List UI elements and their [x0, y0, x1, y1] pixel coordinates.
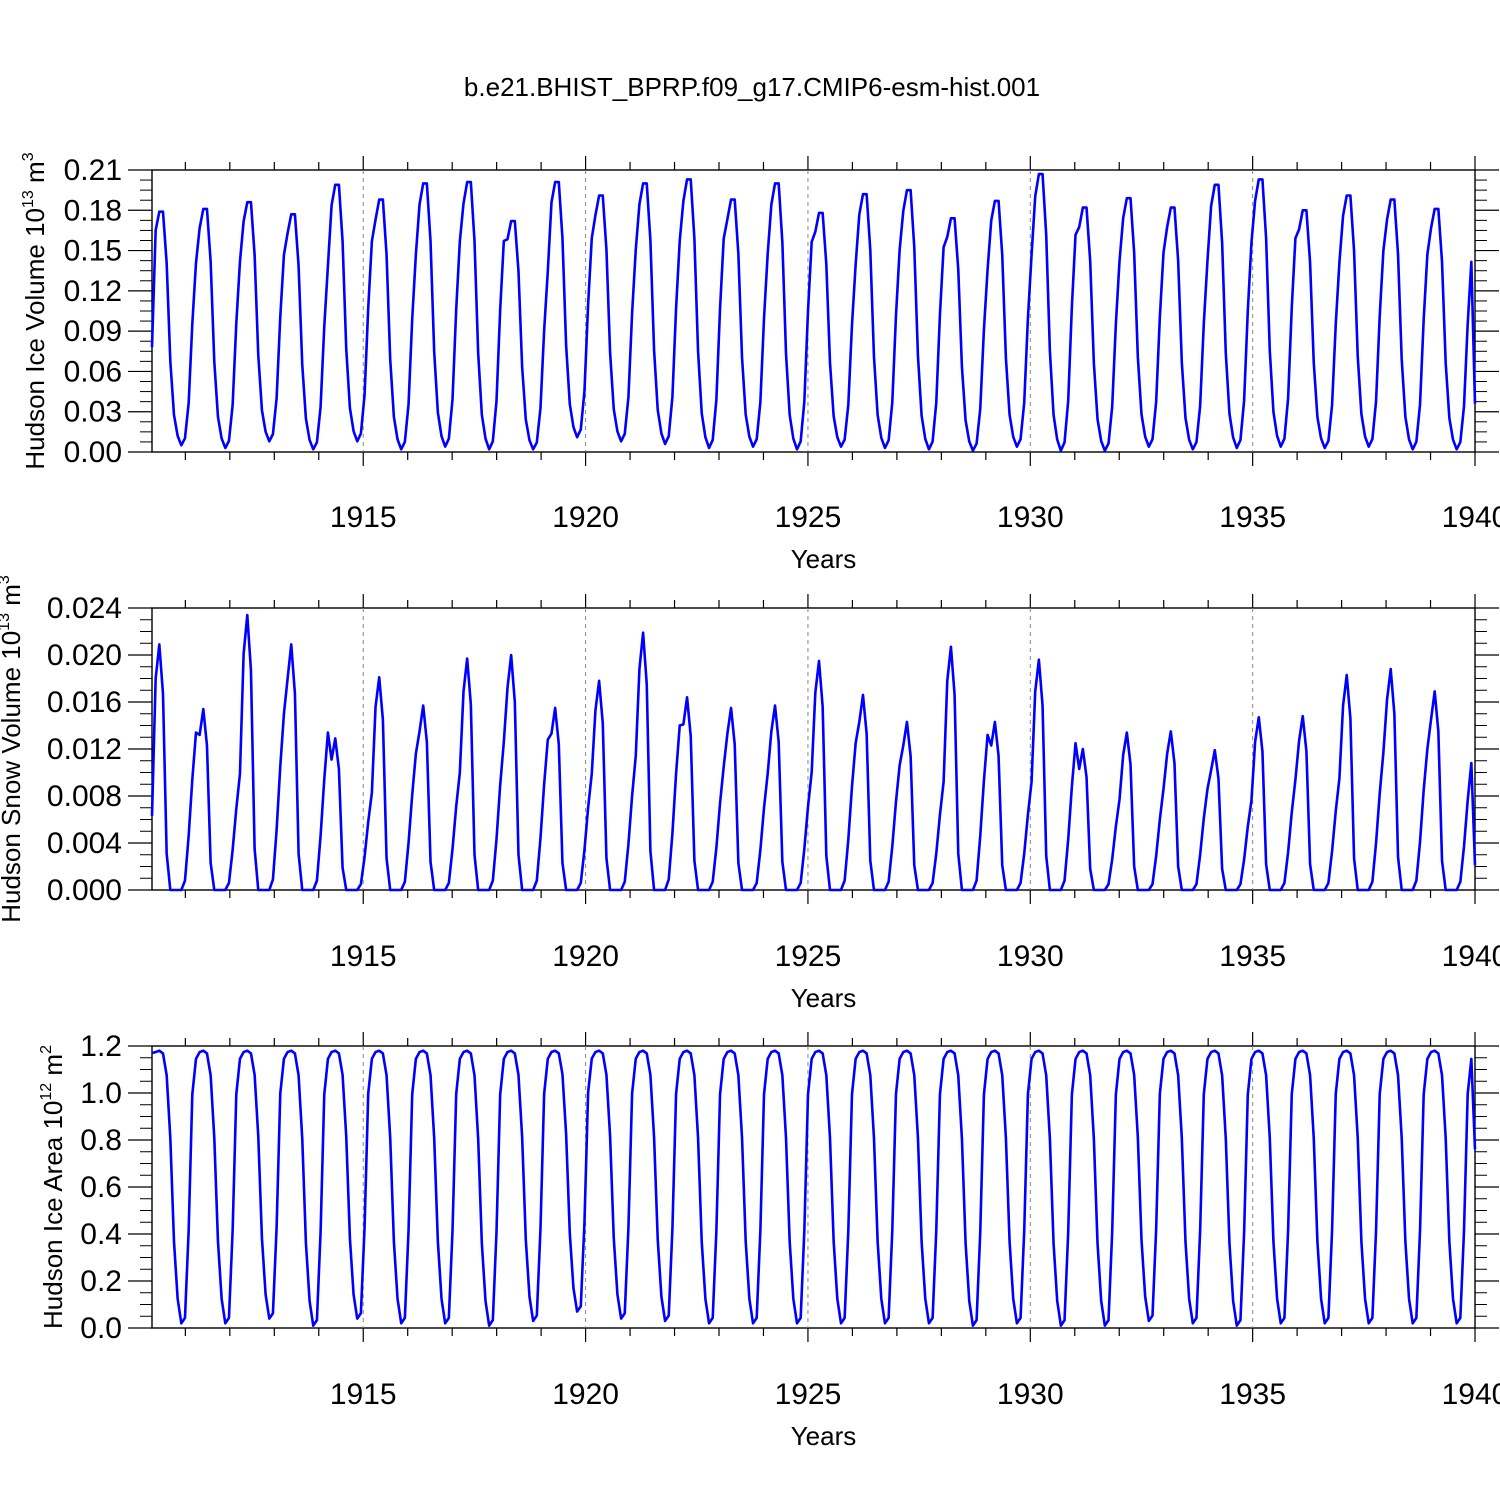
panel-1: 0.00 0.03 0.06 0.09 0.12 0.15 0.18 0.21 1915 1920… [20, 152, 1500, 574]
y-tick-label: 0.4 [80, 1218, 122, 1251]
x-tick-label: 1940 [1442, 940, 1500, 973]
y-tick-label: 0.15 [64, 235, 122, 268]
y-tick-label: 0.016 [47, 686, 122, 719]
x-tick-label: 1930 [997, 501, 1064, 534]
y-tick-label: 0.020 [47, 639, 122, 672]
y-tick-label: 0.21 [64, 154, 122, 187]
panel-2: 0.000 0.004 0.008 0.012 0.016 0.020 0.024 1915 1… [0, 575, 1500, 1013]
y-tick-label: 1.2 [80, 1030, 122, 1063]
y-tick-label: 0.03 [64, 396, 122, 429]
y-tick-label: 0.0 [80, 1312, 122, 1345]
y-tick-label: 0.024 [47, 592, 122, 625]
x-tick-label: 1920 [552, 940, 619, 973]
y-tick-label: 0.2 [80, 1265, 122, 1298]
y-tick-label: 1.0 [80, 1077, 122, 1110]
series-line [150, 613, 1477, 892]
y-axis-label: Hudson Ice Area 1012 m2 [38, 1045, 68, 1329]
series-line [151, 1049, 1477, 1327]
x-tick-label: 1925 [775, 940, 842, 973]
y-axis-label: Hudson Snow Volume 1013 m3 [0, 575, 26, 923]
x-tick-label: 1935 [1219, 501, 1286, 534]
x-tick-label: 1935 [1219, 1378, 1286, 1411]
x-tick-label: 1915 [330, 1378, 397, 1411]
x-tick-label: 1925 [775, 501, 842, 534]
panel-3: 0.0 0.2 0.4 0.6 0.8 1.0 1.2 1915 1920 1925 1930 193… [38, 1030, 1500, 1451]
y-tick-label: 0.12 [64, 275, 122, 308]
y-tick-label: 0.09 [64, 315, 122, 348]
x-tick-label: 1930 [997, 1378, 1064, 1411]
x-tick-label: 1920 [552, 501, 619, 534]
y-tick-label: 0.8 [80, 1124, 122, 1157]
x-tick-label: 1915 [330, 940, 397, 973]
x-axis-label: Years [791, 544, 857, 574]
y-tick-label: 0.000 [47, 874, 122, 907]
x-tick-label: 1925 [775, 1378, 842, 1411]
x-tick-label: 1940 [1442, 501, 1500, 534]
y-tick-label: 0.008 [47, 780, 122, 813]
y-tick-label: 0.6 [80, 1171, 122, 1204]
y-tick-label: 0.004 [47, 827, 122, 860]
y-axis-label: Hudson Ice Volume 1013 m3 [20, 152, 50, 469]
y-tick-label: 0.012 [47, 733, 122, 766]
y-tick-label: 0.18 [64, 194, 122, 227]
figure-title: b.e21.BHIST_BPRP.f09_g17.CMIP6-esm-hist.… [464, 72, 1040, 102]
x-axis-label: Years [791, 1421, 857, 1451]
x-tick-label: 1935 [1219, 940, 1286, 973]
x-tick-label: 1930 [997, 940, 1064, 973]
y-tick-label: 0.06 [64, 355, 122, 388]
x-tick-label: 1940 [1442, 1378, 1500, 1411]
x-tick-label: 1915 [330, 501, 397, 534]
x-tick-label: 1920 [552, 1378, 619, 1411]
series-line [150, 172, 1477, 452]
x-axis-label: Years [791, 983, 857, 1013]
y-tick-label: 0.00 [64, 436, 122, 469]
